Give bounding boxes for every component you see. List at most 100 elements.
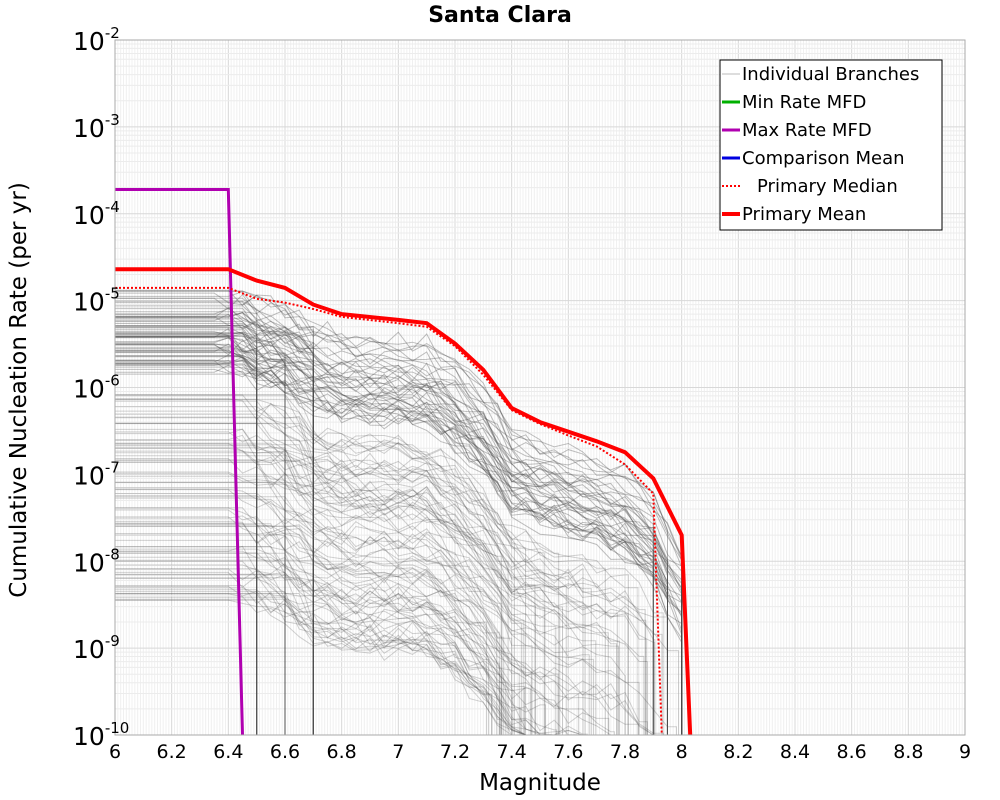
branch-line [115,487,594,735]
branch-line [115,327,683,735]
y-tick-label: 10-4 [73,198,120,230]
legend-label-comparison-mean: Comparison Mean [742,148,905,169]
y-tick-label: 10-6 [73,372,120,404]
branch-line [115,312,668,735]
branch-line [115,368,683,735]
y-tick-label: 10-8 [73,545,120,577]
branch-line [115,305,683,735]
branch-line [115,522,655,736]
branch-line [115,559,490,735]
legend-label-primary-median: Primary Median [757,176,898,197]
branch-line [115,356,286,735]
branch-line [115,497,590,735]
branch-line [115,312,314,735]
branch-line [115,515,648,735]
branch-line [115,346,258,735]
branch-line [115,355,668,735]
branch-line [115,394,606,735]
branch-line [115,311,314,735]
branch-line [115,331,683,735]
branch-line [115,311,683,735]
branch-line [115,348,683,735]
branch-line [115,363,286,735]
branch-line [115,400,560,735]
branch-line [115,475,523,735]
branch-line [115,552,610,735]
branch-line [115,336,286,735]
branch-line [115,337,258,735]
branch-line [115,577,664,736]
branch-line [115,398,515,735]
branch-line [115,359,683,735]
branch-line [115,301,683,735]
branch-line [115,360,654,735]
branch-line [115,546,615,735]
branch-line [115,444,502,735]
branch-line [115,461,645,735]
x-tick-label: 7 [392,741,404,763]
branch-line [115,332,314,735]
branch-line [115,343,258,735]
branch-line [115,599,501,735]
branch-line [115,337,668,735]
legend-label-max-rate-mfd: Max Rate MFD [742,120,872,141]
branch-line [115,596,543,736]
y-axis-ticks: 10-2 10-3 10-4 10-5 10-6 10-7 10-8 10-9 10-10 [73,24,129,751]
branch-line [115,328,258,735]
branch-line [115,496,677,735]
branch-line [115,373,258,735]
branch-line [115,335,314,735]
branch-line [115,339,668,735]
branch-line [115,428,568,735]
branch-line [115,539,579,735]
branch-line [115,395,664,735]
branch-line [115,360,668,735]
branch-line [115,523,532,735]
x-tick-label: 6.2 [157,741,187,763]
series-line-primary-mean [115,267,693,736]
branch-line [115,598,540,736]
branch-line [115,509,513,735]
branch-line [115,333,683,735]
branch-line [115,481,525,735]
y-tick-label: 10-5 [73,285,120,317]
branch-line [115,556,546,735]
branch-line [115,488,503,735]
branch-line [115,398,526,735]
branch-line [115,417,663,735]
branch-line [115,545,643,736]
branch-line [115,458,546,735]
branch-line [115,293,314,735]
branch-line [115,459,648,735]
branch-line [115,290,668,735]
branch-line [115,308,314,735]
x-tick-label: 7.2 [440,741,470,763]
branch-line [115,533,639,735]
branch-line [115,343,286,735]
branch-line [115,325,683,735]
branch-line [115,422,679,735]
branch-line [115,337,683,735]
branch-line [115,461,617,735]
legend-label-min-rate-mfd: Min Rate MFD [742,92,866,113]
branch-line [115,323,683,735]
branch-line [115,343,654,735]
branch-line [115,326,286,735]
branch-line [115,354,683,735]
branch-line [115,489,626,735]
branch-line [115,428,647,735]
branch-line [115,423,656,735]
branch-line [115,445,586,735]
branch-line [115,317,683,735]
branch-line [115,292,683,735]
branch-line [115,359,683,735]
branch-line [115,344,258,735]
branch-line [115,525,672,736]
branch-line [115,593,557,736]
x-axis-label: Magnitude [479,770,601,796]
branch-line [115,564,502,735]
branch-line [115,442,619,735]
branch-line [115,587,528,736]
y-tick-label: 10-3 [73,111,120,143]
branch-line [115,355,668,735]
